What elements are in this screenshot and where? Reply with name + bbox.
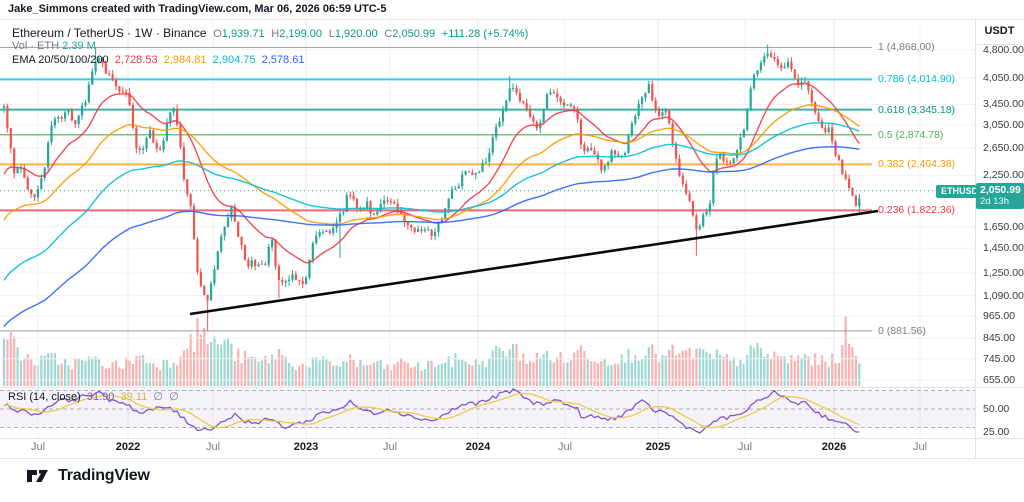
rsi-empty-icon: ∅ bbox=[153, 391, 163, 403]
price-tick: 1,250.00 bbox=[983, 266, 1024, 279]
ema100-value: 2,904.75 bbox=[212, 54, 256, 66]
symbol-title[interactable]: Ethereum / TetherUS · 1W · Binance bbox=[12, 26, 207, 40]
price-tick: 745.00 bbox=[983, 352, 1016, 365]
change-value: +111.28 (+5.74%) bbox=[441, 28, 529, 40]
fib-level-label: 0.382 (2,404.38) bbox=[878, 158, 956, 171]
time-axis-year[interactable]: 2025 bbox=[645, 441, 671, 453]
time-axis-month[interactable]: Jul bbox=[557, 441, 573, 453]
pane-divider[interactable] bbox=[0, 387, 1024, 388]
rsi-tick: 25.00 bbox=[983, 426, 1010, 439]
close-value: 2,050.99 bbox=[392, 28, 436, 40]
rsi-ma-value: 39.11 bbox=[120, 391, 148, 403]
price-tick: 655.00 bbox=[983, 374, 1016, 387]
time-axis-month[interactable]: Jul bbox=[382, 441, 398, 453]
chart-bottom-border bbox=[0, 458, 1024, 459]
ema-label: EMA 20/50/100/200 bbox=[12, 54, 109, 66]
price-scale-border bbox=[975, 19, 976, 458]
price-scale-currency[interactable]: USDT bbox=[975, 19, 1024, 45]
ema-legend[interactable]: EMA 20/50/100/200 2,728.53 2,984.81 2,90… bbox=[12, 54, 304, 66]
ema50-value: 2,984.81 bbox=[163, 54, 207, 66]
open-value: 1,939.71 bbox=[221, 28, 265, 40]
attribution-text: Jake_Simmons created with TradingView.co… bbox=[8, 3, 387, 15]
time-axis-month[interactable]: Jul bbox=[205, 441, 221, 453]
price-tick: 965.00 bbox=[983, 309, 1016, 322]
last-price-value: 2,050.99 bbox=[980, 183, 1021, 196]
axis-divider bbox=[0, 438, 1024, 439]
volume-legend[interactable]: Vol · ETH 2.39 M bbox=[12, 40, 96, 52]
time-axis-year[interactable]: 2022 bbox=[115, 441, 141, 453]
symbol-tag-badge[interactable]: ETHUSDT bbox=[936, 184, 989, 198]
price-tick: 1,090.00 bbox=[983, 289, 1024, 302]
time-axis-year[interactable]: 2023 bbox=[293, 441, 319, 453]
price-tick: 2,250.00 bbox=[983, 169, 1024, 182]
fib-level-label: 1 (4,868.00) bbox=[878, 41, 935, 54]
price-tick: 3,050.00 bbox=[983, 118, 1024, 131]
price-tick: 1,450.00 bbox=[983, 242, 1024, 255]
fib-level-label: 0.618 (3,345.18) bbox=[878, 103, 956, 116]
time-axis-year[interactable]: 2024 bbox=[465, 441, 491, 453]
low-value: 1,920.00 bbox=[334, 28, 378, 40]
last-price-badge[interactable]: 2,050.99 2d 13h bbox=[976, 182, 1024, 209]
time-axis-month[interactable]: Jul bbox=[737, 441, 753, 453]
fib-level-label: 0.236 (1,822.36) bbox=[878, 204, 956, 217]
fib-level-label: 0 (881.56) bbox=[878, 324, 926, 337]
high-value: 2,199.00 bbox=[279, 28, 323, 40]
rsi-value: 31.90 bbox=[86, 391, 115, 403]
header-divider bbox=[0, 19, 1024, 20]
time-axis-year[interactable]: 2026 bbox=[821, 441, 847, 453]
rsi-legend[interactable]: RSI (14, close) 31.90 39.11 ∅ ∅ bbox=[8, 390, 179, 403]
fib-level-label: 0.786 (4,014.90) bbox=[878, 73, 956, 86]
high-label: H bbox=[271, 28, 280, 40]
price-tick: 4,050.00 bbox=[983, 71, 1024, 84]
time-axis-month[interactable]: Jul bbox=[30, 441, 46, 453]
volume-label: Vol · ETH bbox=[12, 40, 60, 52]
low-label: L bbox=[328, 28, 335, 40]
bar-countdown: 2d 13h bbox=[980, 195, 1010, 207]
rsi-empty-icon: ∅ bbox=[169, 391, 179, 403]
price-tick: 4,800.00 bbox=[983, 43, 1024, 56]
rsi-tick: 50.00 bbox=[983, 403, 1010, 415]
price-tick: 1,650.00 bbox=[983, 220, 1024, 233]
ema20-value: 2,728.53 bbox=[114, 54, 158, 66]
tradingview-logo[interactable]: TradingView bbox=[26, 466, 150, 486]
close-label: C bbox=[384, 28, 393, 40]
tradingview-logo-text: TradingView bbox=[58, 467, 150, 484]
symbol-legend[interactable]: Ethereum / TetherUS · 1W · Binance O1,93… bbox=[12, 26, 528, 40]
price-tick: 3,450.00 bbox=[983, 98, 1024, 111]
ema200-value: 2,578.61 bbox=[261, 54, 305, 66]
price-tick: 845.00 bbox=[983, 331, 1016, 344]
price-tick: 2,650.00 bbox=[983, 142, 1024, 155]
tradingview-logo-icon bbox=[27, 470, 48, 482]
volume-value: 2.39 M bbox=[62, 40, 96, 52]
open-label: O bbox=[213, 28, 222, 40]
time-axis-month[interactable]: Jul bbox=[912, 441, 928, 453]
fib-level-label: 0.5 (2,874.78) bbox=[878, 128, 944, 141]
rsi-label: RSI (14, close) bbox=[8, 391, 81, 403]
